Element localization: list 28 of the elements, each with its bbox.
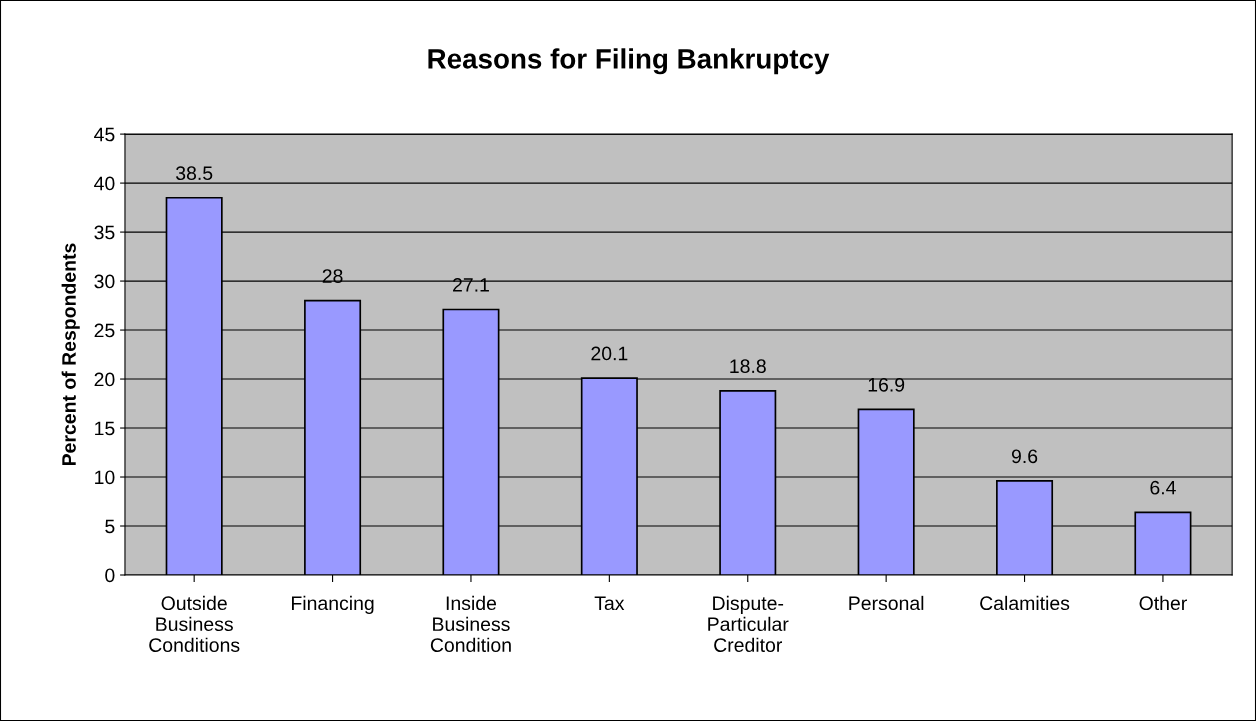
chart-title: Reasons for Filing Bankruptcy <box>428 48 830 75</box>
x-tick-label: Calamities <box>980 595 1070 611</box>
data-label: 27.1 <box>453 277 489 292</box>
y-tick-label: 30 <box>94 274 115 289</box>
data-label: 28 <box>322 269 343 283</box>
y-tick-label: 10 <box>95 470 115 485</box>
data-label: 16.9 <box>868 377 905 392</box>
x-tick-label: Outside Business Conditions <box>149 595 240 652</box>
y-tick-label: 0 <box>105 568 115 583</box>
data-label: 20.1 <box>591 346 628 361</box>
data-label: 18.8 <box>730 359 766 374</box>
y-tick-label: 15 <box>95 421 115 436</box>
data-label: 9.6 <box>1011 449 1038 464</box>
x-tick-label: Personal <box>849 595 924 611</box>
x-tick-label: Inside Business Condition <box>430 595 511 652</box>
data-label: 6.4 <box>1150 480 1176 495</box>
y-tick-label: 35 <box>94 225 115 240</box>
x-tick-label: Financing <box>292 595 374 614</box>
data-label: 38.5 <box>175 166 213 181</box>
y-tick-label: 20 <box>94 372 115 387</box>
y-tick-label: 5 <box>105 519 115 534</box>
x-tick-label: Tax <box>594 596 625 611</box>
y-axis-title: Percent of Respondents <box>61 243 80 466</box>
y-tick-label: 25 <box>94 323 115 338</box>
x-tick-label: Other <box>1139 595 1187 611</box>
y-tick-label: 45 <box>94 127 115 142</box>
x-tick-label: Dispute-Particular Creditor <box>708 595 789 652</box>
y-tick-label: 40 <box>94 176 115 191</box>
